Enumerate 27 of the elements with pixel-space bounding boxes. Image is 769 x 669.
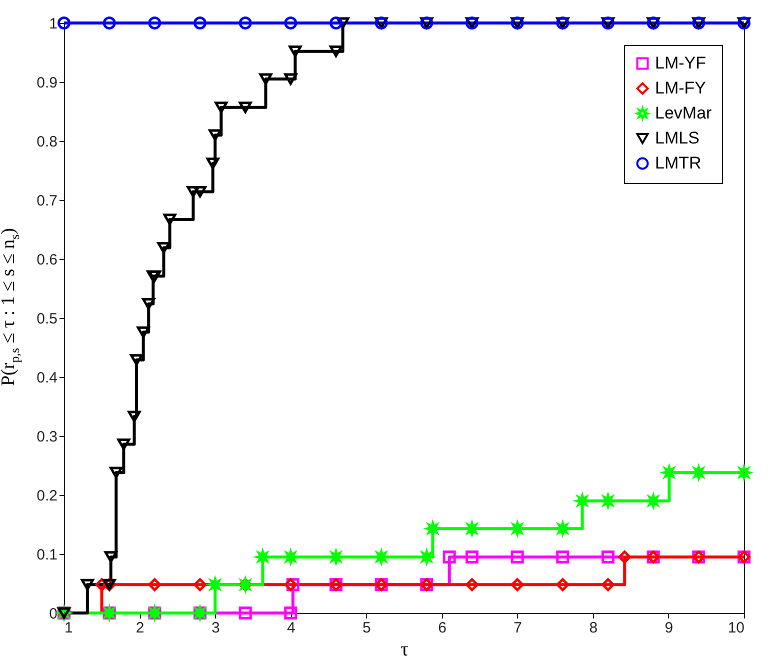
x-tick-label: 1 xyxy=(64,620,73,636)
x-tick-label: 6 xyxy=(438,620,446,636)
x-tick-label: 7 xyxy=(514,620,522,636)
y-tick-label: 0.6 xyxy=(36,252,58,268)
y-tick-label: 0.2 xyxy=(36,488,58,504)
y-tick-label: 0.9 xyxy=(36,74,58,92)
x-tick-label: 5 xyxy=(362,620,371,636)
legend-label: LMLS xyxy=(655,128,700,148)
y-tick-label: 0.5 xyxy=(36,310,58,328)
x-tick-label: 2 xyxy=(136,620,144,636)
x-tick-label: 3 xyxy=(211,620,220,636)
x-axis-title: τ xyxy=(400,638,409,660)
x-tick-label: 9 xyxy=(664,620,674,636)
y-tick-label: 0.3 xyxy=(36,428,58,446)
y-tick-label: 0.8 xyxy=(36,134,58,150)
y-tick-label: 0.7 xyxy=(36,192,58,210)
y-tick-label: 1 xyxy=(49,16,58,32)
x-tick-label: 8 xyxy=(589,620,598,636)
legend-label: LMTR xyxy=(655,154,702,172)
y-tick-label: 0.1 xyxy=(36,546,58,564)
y-tick-label: 0.4 xyxy=(36,370,58,386)
legend-label: LevMar xyxy=(655,104,712,122)
x-tick-label: 4 xyxy=(286,620,296,636)
x-tick-label: 10 xyxy=(728,620,744,636)
legend-label: LM-FY xyxy=(655,78,706,98)
y-tick-label: 0 xyxy=(49,606,58,622)
legend-label: LM-YF xyxy=(655,54,706,72)
